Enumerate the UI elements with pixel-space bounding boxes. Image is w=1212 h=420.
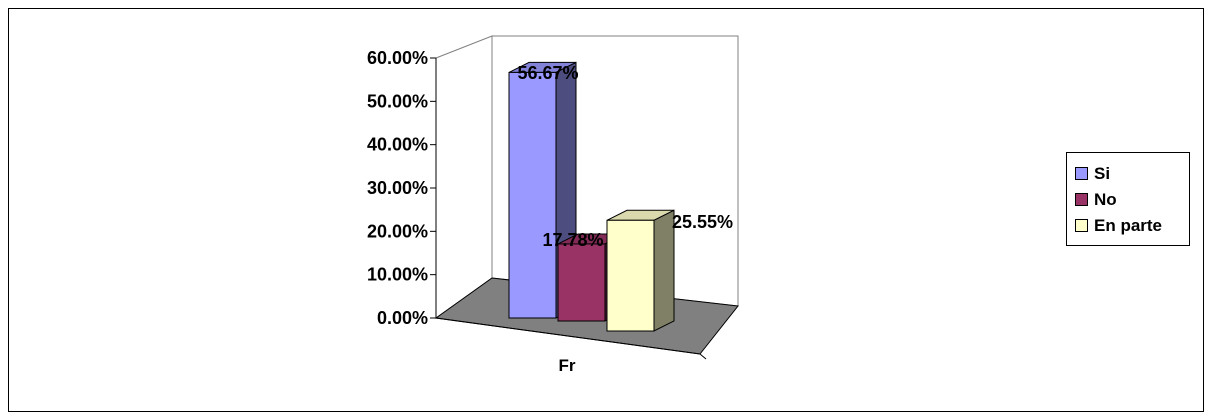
x-axis-tick bbox=[699, 353, 707, 360]
x-category-label: Fr bbox=[559, 356, 576, 375]
legend-item-en-parte: En parte bbox=[1075, 215, 1162, 237]
legend-item-no: No bbox=[1075, 189, 1117, 211]
legend-swatch-en-parte bbox=[1075, 218, 1088, 232]
y-tick-label: 30.00% bbox=[367, 178, 428, 198]
x-axis-line bbox=[435, 317, 701, 355]
bar-side-en-parte bbox=[653, 209, 675, 332]
bar-no bbox=[557, 243, 606, 322]
data-label-si: 56.67% bbox=[517, 63, 578, 83]
y-tick-label: 0.00% bbox=[377, 308, 428, 328]
y-tick-label: 40.00% bbox=[367, 135, 428, 155]
legend: Si No En parte bbox=[1066, 152, 1190, 246]
legend-label-si: Si bbox=[1094, 164, 1111, 183]
y-tick-label: 20.00% bbox=[367, 221, 428, 241]
bar-si bbox=[508, 71, 557, 319]
data-label-en-parte: 25.55% bbox=[672, 212, 733, 232]
legend-label-no: No bbox=[1094, 190, 1117, 209]
legend-swatch-si bbox=[1075, 166, 1088, 180]
legend-label-en-parte: En parte bbox=[1094, 216, 1163, 235]
legend-item-si: Si bbox=[1075, 163, 1110, 185]
y-tick-label: 50.00% bbox=[367, 91, 428, 111]
data-label-no: 17.78% bbox=[542, 230, 603, 250]
legend-swatch-no bbox=[1075, 192, 1088, 206]
y-tick-label: 10.00% bbox=[367, 265, 428, 285]
bar-en-parte bbox=[606, 219, 655, 332]
y-tick-label: 60.00% bbox=[367, 48, 428, 68]
chart-side-wall bbox=[435, 35, 493, 319]
